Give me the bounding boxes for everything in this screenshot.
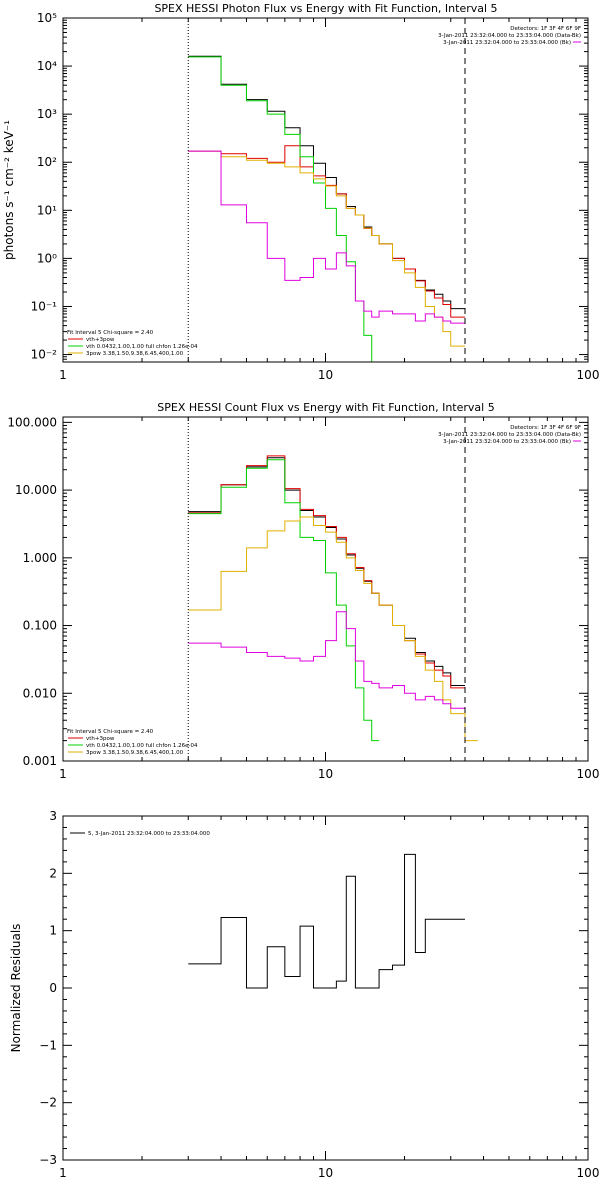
- panel3-ylabel: Normalized Residuals: [9, 924, 23, 1053]
- panel2-title: SPEX HESSI Count Flux vs Energy with Fit…: [157, 401, 494, 414]
- panel2-legend: Fit Interval 5 Chi-square = 2.40 vth+3po…: [67, 729, 198, 756]
- y-tick-label: 0.001: [23, 754, 57, 768]
- panel2-info-detectors: Detectors: 1F 3F 4F 6F 9F: [510, 425, 581, 431]
- y-tick-label: −2: [39, 1096, 57, 1110]
- series-line-0: [188, 55, 466, 310]
- panel1-info-detectors: Detectors: 1F 3F 4F 6F 9F: [510, 26, 581, 32]
- y-tick-label: 10⁵: [37, 11, 57, 25]
- y-tick-label: −3: [39, 1153, 57, 1167]
- panel1-legend-label-2: 3pow 3.38,1.50,9.38,6.45,400,1.00: [86, 351, 184, 357]
- series-line-2: [188, 56, 380, 362]
- panel2-info: Detectors: 1F 3F 4F 6F 9F 3-Jan-2011 23:…: [438, 425, 581, 445]
- y-tick-label: 0: [49, 981, 57, 995]
- plot-frame: [62, 416, 589, 762]
- series-group: [188, 455, 478, 742]
- y-tick-label: 10³: [37, 107, 57, 121]
- panel2-info-bk: 3-Jan-2011 23:32:04.000 to 23:33:04.000 …: [443, 439, 571, 445]
- y-tick-label: 10⁻¹: [31, 299, 58, 313]
- x-tick-label: 10: [318, 368, 333, 382]
- panel2-info-data-bk: 3-Jan-2011 23:32:04.000 to 23:33:04.000 …: [438, 432, 581, 438]
- panel3-legend-label-0: 5, 3-Jan-2011 23:32:04.000 to 23:33:04.0…: [88, 831, 210, 837]
- panel1-info: Detectors: 1F 3F 4F 6F 9F 3-Jan-2011 23:…: [438, 26, 581, 46]
- series-line-4: [188, 611, 466, 709]
- series-line-1: [188, 145, 466, 318]
- series-line-0: [188, 853, 466, 989]
- y-tick-label: 0.100: [23, 619, 57, 633]
- y-tick-label: 100.000: [7, 415, 57, 429]
- panel1-legend-header: Fit Interval 5 Chi-square = 2.40: [67, 330, 154, 336]
- panel1-info-bk: 3-Jan-2011 23:32:04.000 to 23:33:04.000 …: [443, 40, 571, 46]
- y-tick-label: −1: [39, 1038, 57, 1052]
- x-tick-label: 1: [59, 1166, 67, 1180]
- x-tick-label: 100: [577, 368, 600, 382]
- panel1-title: SPEX HESSI Photon Flux vs Energy with Fi…: [154, 2, 497, 15]
- y-tick-label: 10⁰: [37, 251, 57, 265]
- panel2-legend-label-1: vth 0.0432,1.00,1.00 full chfon 1.26e-04: [86, 743, 198, 749]
- panel2-legend-label-2: 3pow 3.38,1.50,9.38,6.45,400,1.00: [86, 750, 184, 756]
- series-line-2: [188, 459, 380, 742]
- panel2-legend-label-0: vth+3pow: [86, 736, 115, 742]
- x-tick-label: 1: [59, 767, 67, 781]
- y-tick-label: 10⁴: [37, 59, 57, 73]
- series-line-4: [188, 150, 466, 324]
- x-tick-label: 10: [318, 1166, 333, 1180]
- y-tick-label: 1: [49, 924, 57, 938]
- panel1-info-data-bk: 3-Jan-2011 23:32:04.000 to 23:33:04.000 …: [438, 33, 581, 39]
- series-line-0: [188, 457, 466, 687]
- y-tick-label: 2: [49, 866, 57, 880]
- series-line-1: [188, 455, 466, 689]
- x-tick-label: 100: [577, 1166, 600, 1180]
- panel1-ylabel: photons s⁻¹ cm⁻² keV⁻¹: [2, 120, 16, 260]
- panel2-legend-header: Fit Interval 5 Chi-square = 2.40: [67, 729, 154, 735]
- panel1-legend-label-1: vth 0.0432,1.00,1.00 full chfon 1.26e-04: [86, 344, 198, 350]
- y-tick-label: 0.010: [23, 686, 57, 700]
- x-tick-label: 1: [59, 368, 67, 382]
- x-tick-label: 10: [318, 767, 333, 781]
- y-tick-label: 10.000: [15, 483, 57, 497]
- count-flux-panel: SPEX HESSI Count Flux vs Energy with Fit…: [7, 401, 599, 781]
- y-tick-label: 10¹: [37, 203, 57, 217]
- series-line-3: [188, 516, 478, 742]
- panel1-legend-label-0: vth+3pow: [86, 337, 115, 343]
- series-group: [188, 55, 466, 362]
- y-tick-label: 1.000: [23, 551, 57, 565]
- y-tick-label: 10²: [37, 155, 57, 169]
- series-group: [188, 853, 466, 989]
- x-tick-label: 100: [577, 767, 600, 781]
- series-line-3: [188, 150, 466, 347]
- residuals-panel: Normalized Residuals 5, 3-Jan-2011 23:32…: [9, 809, 599, 1180]
- photon-flux-panel: SPEX HESSI Photon Flux vs Energy with Fi…: [2, 2, 599, 382]
- y-tick-label: 3: [49, 809, 57, 823]
- panel3-legend: 5, 3-Jan-2011 23:32:04.000 to 23:33:04.0…: [70, 831, 210, 837]
- y-tick-label: 10⁻²: [31, 348, 58, 362]
- panel1-legend: Fit Interval 5 Chi-square = 2.40 vth+3po…: [67, 330, 198, 357]
